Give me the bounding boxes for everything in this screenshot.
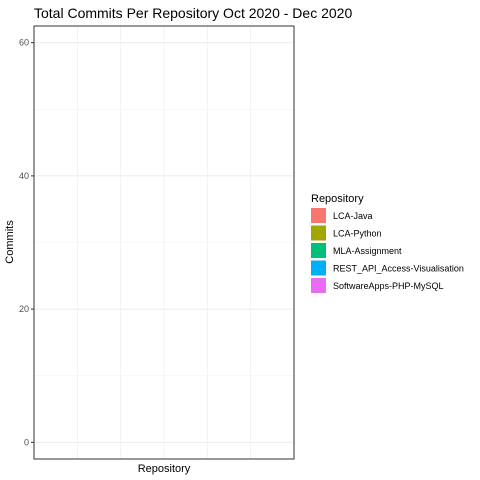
y-axis-ticks: 0 20 40 60 [19,38,34,447]
legend-title: Repository [311,193,364,205]
legend-swatch [311,278,326,293]
plot-panel [33,25,295,460]
x-axis-label: Repository [138,463,191,475]
legend-label: LCA-Java [333,211,373,221]
legend-swatch [311,243,326,258]
legend-label: REST_API_Access-Visualisation [333,264,464,274]
panel-border [33,25,295,460]
chart-title: Total Commits Per Repository Oct 2020 - … [34,5,352,21]
legend-entries: LCA-Java LCA-Python MLA-Assignment REST_API… [311,208,464,293]
legend-swatch [311,208,326,223]
legend-label: LCA-Python [333,229,382,239]
legend-label: MLA-Assignment [333,246,402,256]
minor-gridlines [34,26,294,459]
major-gridlines [34,42,294,443]
y-tick-label: 40 [19,171,29,181]
legend: Repository LCA-Java LCA-Python MLA-Assignm… [311,193,464,293]
legend-swatch [311,225,326,241]
y-axis-label: Commits [4,220,16,264]
legend-label: SoftwareApps-PHP-MySQL [333,281,444,291]
y-tick-label: 0 [24,437,29,447]
y-tick-label: 60 [19,38,29,48]
y-tick-label: 20 [19,304,29,314]
legend-swatch [311,260,326,276]
